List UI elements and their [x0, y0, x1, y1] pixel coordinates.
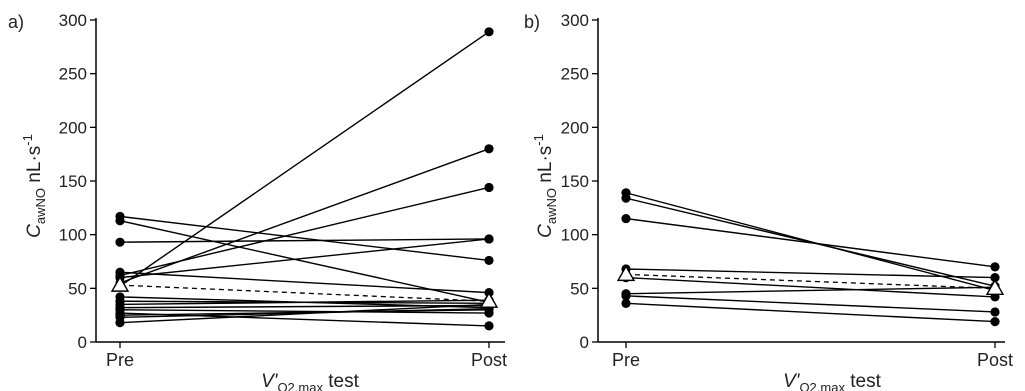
series-6: [621, 282, 1000, 299]
data-point-pre: [115, 318, 125, 328]
data-point-post: [990, 273, 1000, 283]
y-tick-label: 150: [59, 172, 87, 191]
data-point-pre: [621, 213, 631, 224]
data-point-pre: [115, 237, 125, 247]
series-line: [119, 238, 490, 243]
series-line: [119, 312, 490, 327]
y-tick-label: 200: [561, 118, 589, 137]
series-7: [621, 291, 1000, 317]
x-axis-title: V'O2,max test: [783, 371, 881, 391]
data-point-pre: [115, 216, 125, 226]
data-point-post: [484, 234, 494, 244]
series-7: [115, 144, 494, 288]
series-3: [621, 213, 1000, 272]
y-tick-label: 0: [580, 333, 589, 352]
series-line: [119, 238, 490, 279]
x-tick-label-post: Post: [471, 350, 507, 370]
y-axis-title: CawNO nL·s-1: [20, 134, 48, 238]
x-axis-title-rest: test: [845, 371, 882, 391]
data-point-post: [484, 144, 494, 154]
series-line: [119, 271, 490, 294]
series-line: [625, 276, 996, 298]
data-point-pre: [621, 298, 631, 308]
data-point-post: [484, 255, 494, 266]
mean-line: [625, 273, 996, 289]
mean-series: [616, 264, 1005, 296]
series-line: [119, 215, 490, 262]
series-line: [119, 309, 490, 314]
y-tick-label: 200: [59, 118, 87, 137]
y-axis-title-sub: awNO: [33, 188, 48, 224]
y-axis-title: CawNO nL·s-1: [531, 134, 559, 238]
series-line: [625, 286, 996, 295]
x-axis-title-sub: O2,max: [277, 380, 323, 391]
series-line: [625, 217, 996, 268]
x-tick-label-post: Post: [977, 350, 1013, 370]
data-point-post: [484, 321, 494, 331]
y-axis-title-unit: nL·s: [24, 146, 45, 188]
mean-triangle-post: [985, 278, 1005, 296]
x-tick-label-pre: Pre: [612, 350, 640, 370]
data-point-post: [484, 27, 494, 37]
y-tick-label: 0: [78, 333, 87, 352]
y-axis-title-sub: awNO: [544, 188, 559, 224]
x-axis-title-rest: test: [323, 371, 360, 391]
series-line: [119, 148, 490, 284]
series-line: [119, 304, 490, 309]
x-tick-label-pre: Pre: [106, 350, 134, 370]
y-tick-label: 250: [561, 65, 589, 84]
data-point-pre: [621, 193, 631, 203]
series-8: [115, 27, 494, 291]
data-point-post: [990, 307, 1000, 317]
y-axis-title-unit: nL·s: [535, 146, 556, 188]
data-point-post: [990, 317, 1000, 327]
series-1: [115, 211, 494, 266]
panel-label: b): [524, 12, 540, 32]
mean-triangle-pre: [616, 264, 636, 282]
y-tick-label: 150: [561, 172, 589, 191]
series-5: [115, 182, 494, 281]
y-tick-label: 300: [59, 11, 87, 30]
series-line: [119, 299, 490, 306]
data-point-pre: [621, 291, 631, 301]
y-axis-title-main: C: [24, 224, 45, 238]
y-axis-title-sup: -1: [20, 134, 35, 146]
panel-b: b) 0 50 100 150 200 250 300 Pre Post CawNO nL·s-1 V…: [524, 11, 1013, 391]
y-axis-title-main: C: [535, 224, 556, 238]
mean-line: [119, 284, 490, 302]
series-line: [625, 302, 996, 323]
panel-label: a): [8, 12, 24, 32]
panel-a: a) 0 50 100 150 200 250 300 Pre Post CawNO nL·s-1 V…: [8, 11, 507, 391]
y-tick-label: 50: [570, 279, 589, 298]
series-line: [625, 268, 996, 279]
y-tick-label: 50: [68, 279, 87, 298]
y-tick-label: 100: [561, 226, 589, 245]
mean-triangle-pre: [110, 275, 130, 292]
data-point-post: [990, 262, 1000, 272]
y-tick-label: 100: [59, 226, 87, 245]
x-axis-title: V'O2,max test: [261, 371, 359, 391]
series-line: [119, 303, 490, 324]
x-axis-title-sub: O2,max: [799, 380, 845, 391]
mean-series: [110, 275, 499, 308]
y-tick-label: 300: [561, 11, 589, 30]
data-point-post: [484, 182, 494, 193]
x-axis-title-main: V': [783, 371, 801, 391]
series-line: [625, 295, 996, 313]
y-tick-label: 250: [59, 65, 87, 84]
series-line: [119, 31, 490, 287]
y-axis-title-sup: -1: [531, 134, 546, 146]
series-8: [621, 298, 1000, 327]
x-axis-title-main: V': [261, 371, 279, 391]
mean-triangle-post: [479, 291, 499, 308]
